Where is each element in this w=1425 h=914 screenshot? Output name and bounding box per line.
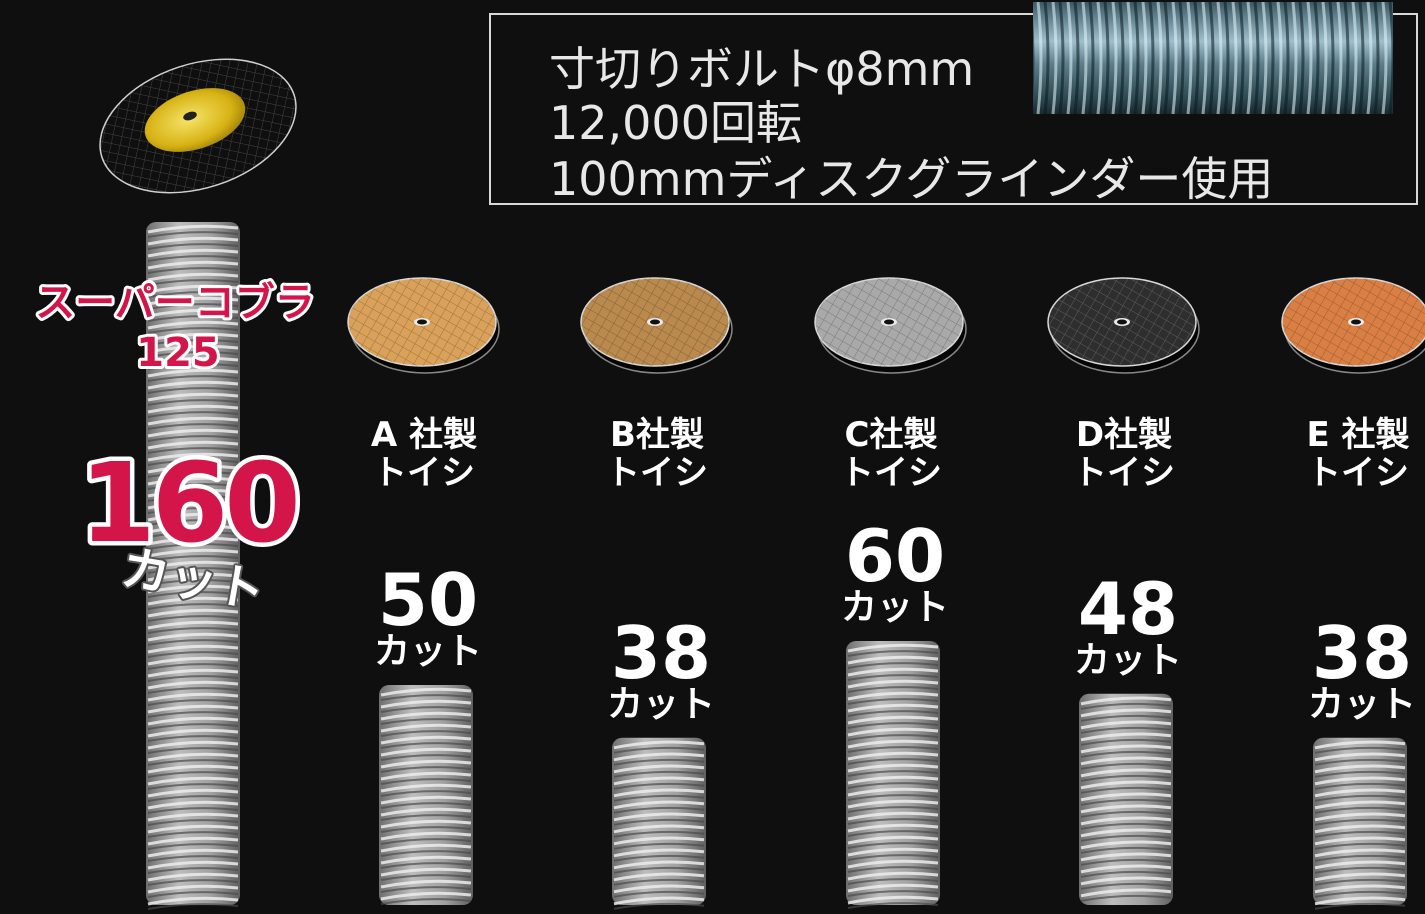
cutting-discs — [99, 58, 1425, 374]
bar-competitor-a — [379, 685, 473, 905]
competitor-d-cut-unit: カット — [1074, 640, 1182, 681]
competitor-d-maker-label: D社製 — [1076, 415, 1172, 455]
competitor-a-maker-label: A 社製 — [371, 415, 477, 455]
bar-super-cobra — [146, 222, 240, 910]
featured-cut-value: 160 — [79, 439, 297, 567]
competitor-a-product-label: トイシ — [373, 453, 475, 493]
competitor-a-cut-value: 50 — [378, 558, 478, 642]
disc-competitor-e — [1281, 277, 1425, 374]
competitor-b-cut-unit: カット — [607, 684, 715, 725]
disc-competitor-b — [580, 277, 733, 374]
disc-competitor-d — [1047, 277, 1200, 374]
test-condition-rpm: 12,000回転 — [549, 96, 802, 150]
bar-competitor-e — [1313, 737, 1407, 910]
competitor-c-cut-unit: カット — [841, 587, 949, 628]
competitor-e-cut-unit: カット — [1308, 684, 1416, 725]
threaded-bolt-photo — [1033, 2, 1393, 126]
competitor-e-maker-label: E 社製 — [1306, 415, 1409, 455]
competitor-d-product-label: トイシ — [1073, 453, 1175, 493]
competitor-e-cut-value: 38 — [1312, 611, 1412, 695]
competitor-b-product-label: トイシ — [606, 453, 708, 493]
disc-competitor-a — [347, 277, 500, 374]
bar-competitor-c — [846, 641, 940, 909]
competitor-c-maker-label: C社製 — [845, 415, 938, 455]
disc-competitor-c — [814, 277, 967, 374]
competitor-b-cut-value: 38 — [611, 611, 711, 695]
competitor-c-cut-value: 60 — [845, 514, 945, 598]
competitor-d-cut-value: 48 — [1078, 567, 1178, 651]
bolt-bars — [146, 222, 1407, 910]
test-condition-grinder: 100mmディスクグラインダー使用 — [549, 152, 1274, 206]
disc-super-cobra — [99, 58, 297, 194]
featured-product-model: 125 — [136, 330, 220, 376]
competitor-e-product-label: トイシ — [1307, 453, 1409, 493]
competitor-b-maker-label: B社製 — [610, 415, 704, 455]
bar-competitor-d — [1079, 693, 1173, 905]
featured-product-name: スーパーコブラ — [35, 280, 315, 326]
bar-competitor-b — [612, 737, 706, 910]
test-conditions-box: 寸切りボルトφ8mm 12,000回転 100mmディスクグラインダー使用 — [489, 2, 1418, 206]
competitor-a-cut-unit: カット — [374, 631, 482, 672]
competitor-c-product-label: トイシ — [840, 453, 942, 493]
test-condition-bolt: 寸切りボルトφ8mm — [549, 42, 975, 96]
